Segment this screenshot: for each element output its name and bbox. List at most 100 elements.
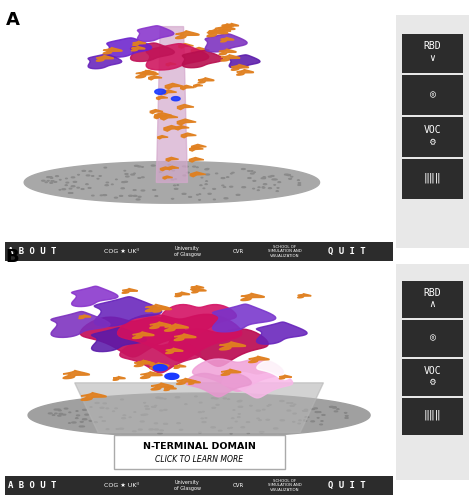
Ellipse shape (152, 406, 156, 408)
Ellipse shape (62, 189, 65, 190)
Text: ◎: ◎ (429, 89, 436, 99)
Polygon shape (174, 365, 186, 368)
Polygon shape (164, 324, 189, 331)
Ellipse shape (85, 414, 89, 415)
Ellipse shape (280, 420, 284, 421)
Ellipse shape (51, 180, 54, 182)
Ellipse shape (287, 402, 290, 404)
Ellipse shape (253, 180, 255, 181)
Ellipse shape (137, 199, 140, 200)
Ellipse shape (211, 427, 215, 428)
Ellipse shape (103, 194, 107, 196)
Ellipse shape (123, 415, 126, 416)
Ellipse shape (50, 182, 53, 183)
Polygon shape (172, 96, 180, 101)
Polygon shape (166, 158, 179, 161)
Polygon shape (162, 304, 237, 332)
Polygon shape (182, 50, 223, 68)
Text: COG ★ UKᴵᴵ: COG ★ UKᴵᴵ (104, 249, 139, 254)
Bar (401, 320, 464, 357)
Ellipse shape (238, 406, 243, 408)
Ellipse shape (280, 400, 284, 402)
Ellipse shape (206, 168, 209, 169)
Polygon shape (175, 292, 190, 296)
Text: CVR: CVR (232, 483, 244, 488)
Ellipse shape (256, 410, 260, 411)
Ellipse shape (79, 426, 83, 427)
Text: RBD
∧: RBD ∧ (424, 288, 441, 310)
Text: RBD
∨: RBD ∨ (424, 42, 441, 63)
Ellipse shape (105, 185, 109, 186)
Polygon shape (120, 342, 201, 373)
Text: SCHOOL OF
SIMULATION AND
VISUALIZATION: SCHOOL OF SIMULATION AND VISUALIZATION (268, 245, 301, 258)
Polygon shape (249, 356, 269, 362)
Polygon shape (165, 374, 179, 380)
Polygon shape (221, 38, 234, 42)
Polygon shape (28, 393, 370, 438)
Polygon shape (162, 90, 177, 94)
Ellipse shape (219, 430, 222, 431)
Ellipse shape (72, 422, 76, 423)
Polygon shape (153, 364, 167, 370)
Polygon shape (209, 30, 222, 34)
Polygon shape (151, 383, 173, 390)
Polygon shape (191, 172, 206, 177)
Bar (114, 434, 284, 469)
Ellipse shape (138, 196, 141, 197)
Ellipse shape (120, 399, 123, 400)
Ellipse shape (141, 190, 145, 191)
Ellipse shape (232, 172, 234, 173)
Ellipse shape (155, 429, 158, 430)
Ellipse shape (155, 423, 157, 424)
Ellipse shape (58, 409, 60, 410)
Polygon shape (190, 147, 203, 151)
Polygon shape (221, 369, 241, 376)
Ellipse shape (64, 408, 68, 409)
Ellipse shape (287, 410, 291, 411)
Polygon shape (181, 86, 194, 89)
Polygon shape (155, 112, 172, 118)
Ellipse shape (63, 414, 66, 415)
Text: University
of Glasgow: University of Glasgow (174, 480, 201, 491)
Text: Q U I T: Q U I T (328, 247, 365, 256)
Polygon shape (103, 48, 122, 54)
Polygon shape (190, 158, 204, 162)
Polygon shape (107, 38, 152, 57)
Ellipse shape (242, 187, 246, 188)
Polygon shape (161, 114, 178, 120)
Polygon shape (136, 70, 158, 78)
Polygon shape (189, 380, 201, 384)
Polygon shape (80, 317, 186, 357)
Polygon shape (298, 294, 311, 298)
Ellipse shape (142, 177, 144, 178)
Ellipse shape (193, 166, 196, 167)
Ellipse shape (186, 172, 189, 173)
Ellipse shape (86, 175, 90, 176)
Polygon shape (97, 56, 114, 61)
Polygon shape (150, 322, 171, 328)
Polygon shape (175, 126, 189, 130)
Polygon shape (63, 370, 90, 378)
Polygon shape (222, 372, 293, 398)
Ellipse shape (268, 176, 272, 177)
Ellipse shape (65, 185, 67, 186)
Polygon shape (169, 329, 268, 366)
Polygon shape (256, 322, 307, 344)
Ellipse shape (66, 182, 69, 183)
Polygon shape (178, 104, 194, 110)
Ellipse shape (183, 175, 186, 176)
Ellipse shape (239, 400, 242, 401)
Polygon shape (237, 70, 254, 75)
Ellipse shape (47, 176, 50, 178)
Ellipse shape (305, 416, 309, 418)
Ellipse shape (302, 410, 306, 411)
Polygon shape (24, 162, 319, 203)
Ellipse shape (54, 409, 58, 410)
Polygon shape (146, 44, 209, 70)
Polygon shape (156, 96, 168, 100)
Polygon shape (51, 312, 110, 338)
Text: VOC
⚙: VOC ⚙ (424, 366, 441, 387)
Polygon shape (141, 372, 162, 378)
Ellipse shape (106, 429, 109, 430)
Ellipse shape (329, 406, 334, 408)
